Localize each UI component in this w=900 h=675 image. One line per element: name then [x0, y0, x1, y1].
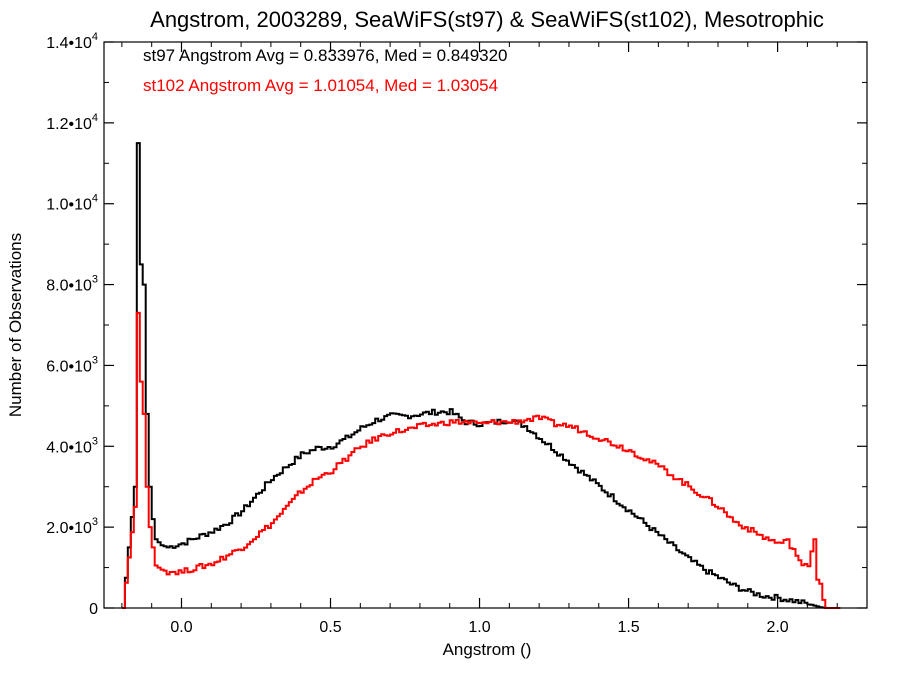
- annotation-st97: st97 Angstrom Avg = 0.833976, Med = 0.84…: [143, 46, 508, 65]
- x-tick-label: 2.0: [766, 619, 788, 636]
- annotation-st102: st102 Angstrom Avg = 1.01054, Med = 1.03…: [143, 76, 498, 95]
- x-axis-ticks: 0.0 0.5 1.0 1.5 2.0: [121, 42, 838, 636]
- x-tick-label: 0.0: [170, 619, 192, 636]
- x-tick-label: 1.5: [617, 619, 639, 636]
- x-tick-label: 1.0: [468, 619, 490, 636]
- y-tick-label: 1.0•104: [46, 193, 98, 214]
- series-line-1: [121, 311, 841, 609]
- y-tick-label: 1.2•104: [46, 112, 98, 133]
- y-axis-ticks: 0 2.0•103 4.0•103 6.0•103 8.0•103 1.0•104 1.2•…: [46, 31, 867, 618]
- x-tick-label: 0.5: [319, 619, 341, 636]
- y-tick-label: 2.0•103: [46, 516, 98, 537]
- series-line-0: [121, 142, 841, 609]
- x-axis-label: Angstrom (): [443, 640, 532, 659]
- chart-title: Angstrom, 2003289, SeaWiFS(st97) & SeaWi…: [150, 7, 824, 32]
- y-tick-label: 0: [89, 601, 98, 618]
- y-axis-label: Number of Observations: [6, 233, 25, 417]
- y-tick-label: 4.0•103: [46, 435, 98, 456]
- y-tick-label: 1.4•104: [46, 31, 98, 52]
- series-layer: [121, 142, 841, 609]
- y-tick-label: 6.0•103: [46, 354, 98, 375]
- y-tick-label: 8.0•103: [46, 274, 98, 295]
